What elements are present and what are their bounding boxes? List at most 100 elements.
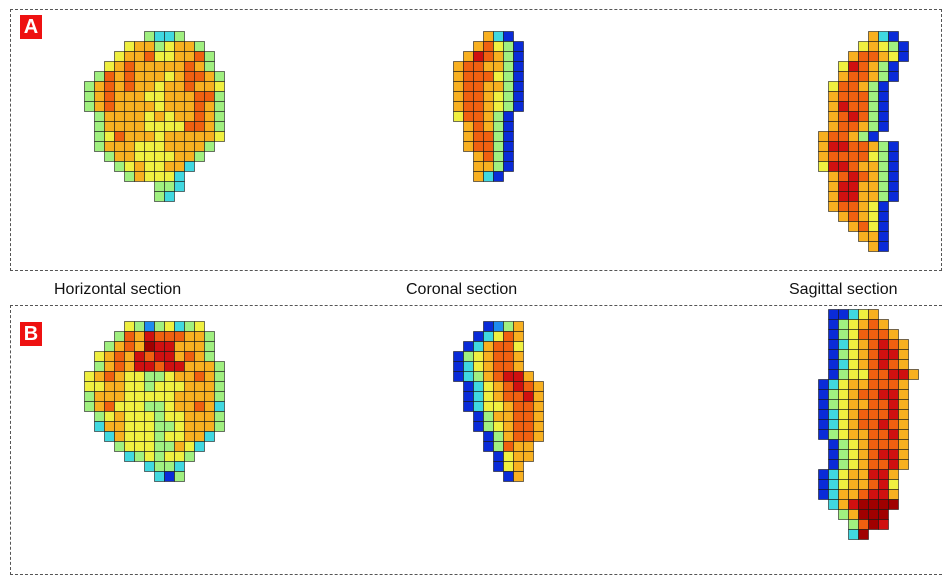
- voxel: [848, 101, 859, 112]
- voxel: [878, 499, 889, 510]
- voxel: [84, 381, 95, 392]
- voxel: [848, 319, 859, 330]
- voxel: [214, 91, 225, 102]
- voxel: [473, 381, 484, 392]
- voxel: [828, 409, 839, 420]
- voxel: [513, 51, 524, 62]
- voxel: [453, 351, 464, 362]
- voxel: [174, 441, 185, 452]
- voxel: [848, 439, 859, 450]
- voxel: [858, 529, 869, 540]
- voxel: [858, 409, 869, 420]
- voxel: [194, 361, 205, 372]
- voxel: [184, 411, 195, 422]
- voxel: [473, 81, 484, 92]
- voxel: [164, 111, 175, 122]
- voxel: [848, 519, 859, 530]
- voxel: [483, 151, 494, 162]
- voxel: [174, 351, 185, 362]
- voxel: [513, 341, 524, 352]
- voxel: [493, 371, 504, 382]
- voxel: [818, 419, 829, 430]
- voxel: [463, 131, 474, 142]
- voxel: [114, 111, 125, 122]
- voxel: [868, 449, 879, 460]
- heatmap-b-horizontal: [84, 321, 225, 482]
- voxel: [483, 71, 494, 82]
- voxel: [898, 51, 909, 62]
- voxel: [838, 429, 849, 440]
- voxel: [858, 459, 869, 470]
- voxel: [878, 379, 889, 390]
- voxel: [888, 161, 899, 172]
- voxel: [114, 441, 125, 452]
- voxel: [878, 151, 889, 162]
- voxel: [174, 101, 185, 112]
- voxel: [818, 399, 829, 410]
- voxel: [858, 419, 869, 430]
- voxel: [214, 121, 225, 132]
- voxel: [493, 401, 504, 412]
- voxel: [124, 431, 135, 442]
- voxel: [848, 161, 859, 172]
- voxel: [888, 409, 899, 420]
- voxel: [114, 121, 125, 132]
- voxel: [838, 121, 849, 132]
- voxel: [144, 431, 155, 442]
- voxel: [858, 191, 869, 202]
- voxel: [848, 469, 859, 480]
- voxel: [164, 401, 175, 412]
- voxel: [184, 381, 195, 392]
- voxel: [888, 51, 899, 62]
- voxel: [878, 509, 889, 520]
- voxel: [134, 421, 145, 432]
- voxel: [493, 31, 504, 42]
- voxel: [154, 111, 165, 122]
- voxel: [848, 459, 859, 470]
- voxel: [124, 131, 135, 142]
- voxel: [124, 111, 135, 122]
- voxel: [503, 321, 514, 332]
- voxel: [878, 329, 889, 340]
- voxel: [174, 171, 185, 182]
- voxel: [144, 461, 155, 472]
- voxel: [204, 351, 215, 362]
- voxel: [493, 331, 504, 342]
- voxel: [463, 61, 474, 72]
- voxel: [94, 371, 105, 382]
- voxel: [888, 439, 899, 450]
- panel-a-label: A: [20, 15, 42, 39]
- voxel: [204, 141, 215, 152]
- voxel: [493, 461, 504, 472]
- voxel: [533, 431, 544, 442]
- voxel: [868, 359, 879, 370]
- voxel: [174, 401, 185, 412]
- voxel: [533, 411, 544, 422]
- voxel: [94, 111, 105, 122]
- voxel: [154, 371, 165, 382]
- voxel: [483, 51, 494, 62]
- voxel: [104, 421, 115, 432]
- voxel: [134, 381, 145, 392]
- voxel: [878, 51, 889, 62]
- voxel: [214, 111, 225, 122]
- voxel: [164, 411, 175, 422]
- voxel: [204, 81, 215, 92]
- voxel: [848, 51, 859, 62]
- voxel: [104, 361, 115, 372]
- voxel: [104, 391, 115, 402]
- voxel: [463, 391, 474, 402]
- voxel: [483, 81, 494, 92]
- voxel: [114, 331, 125, 342]
- voxel: [848, 171, 859, 182]
- voxel: [868, 181, 879, 192]
- voxel: [154, 161, 165, 172]
- voxel: [828, 111, 839, 122]
- voxel: [828, 499, 839, 510]
- voxel: [888, 389, 899, 400]
- voxel: [828, 389, 839, 400]
- voxel: [898, 349, 909, 360]
- voxel: [888, 61, 899, 72]
- voxel: [124, 401, 135, 412]
- voxel: [174, 471, 185, 482]
